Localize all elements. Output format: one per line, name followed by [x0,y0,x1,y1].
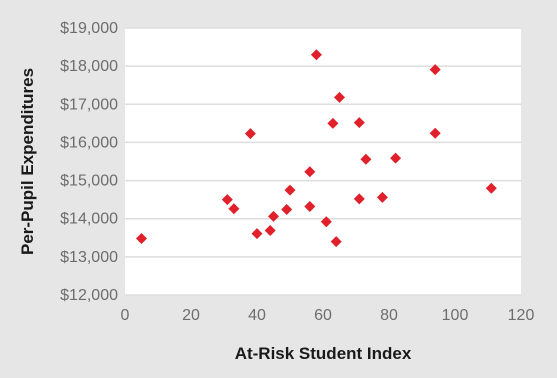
data-point [221,194,233,206]
data-point [251,228,263,240]
data-point [284,184,296,196]
data-point [353,117,365,129]
x-axis-ticks: 0 20 40 60 80 100 120 [121,307,535,324]
y-tick-label: $12,000 [60,287,118,304]
data-point [228,203,240,215]
x-axis-title: At-Risk Student Index [235,344,412,363]
data-point [268,210,279,222]
data-point [429,127,441,139]
x-tick-label: 20 [182,307,200,324]
x-tick-label: 40 [248,307,266,324]
data-point [304,201,316,213]
plot-area [125,28,521,295]
y-axis-title: Per-Pupil Expenditures [18,68,37,255]
data-point [264,225,276,237]
data-point [244,128,256,140]
data-point [310,49,322,61]
x-tick-label: 120 [508,307,535,324]
data-points [136,49,497,248]
data-point [360,153,372,165]
data-point [136,233,147,245]
x-tick-label: 60 [314,307,332,324]
data-point [390,152,402,164]
x-tick-label: 80 [380,307,398,324]
y-tick-label: $13,000 [60,249,118,266]
data-point [429,64,441,76]
data-point [334,91,345,103]
data-point [353,193,365,205]
data-point [327,117,339,129]
data-point [330,236,342,248]
y-tick-label: $18,000 [60,58,118,75]
y-tick-label: $15,000 [60,173,118,190]
data-point [485,182,497,194]
y-tick-label: $17,000 [60,96,118,113]
data-point [281,204,293,216]
x-tick-label: 0 [121,307,130,324]
data-point [376,191,388,203]
x-tick-label: 100 [442,307,469,324]
y-axis-ticks: $12,000 $13,000 $14,000 $15,000 $16,000 $17,0… [60,20,118,304]
gridlines [125,27,521,296]
y-tick-label: $16,000 [60,134,118,151]
data-point [320,216,332,228]
y-tick-label: $14,000 [60,211,118,228]
y-tick-label: $19,000 [60,20,118,37]
data-point [304,166,316,178]
